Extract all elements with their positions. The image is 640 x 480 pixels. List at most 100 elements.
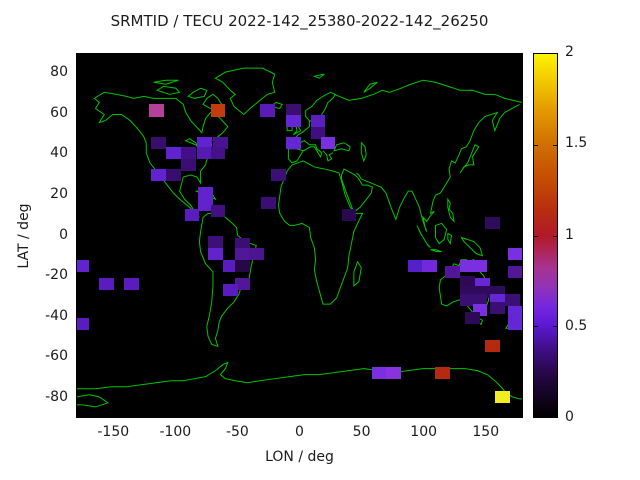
heatmap-cell xyxy=(465,312,480,325)
heatmap-cell xyxy=(484,217,500,230)
heatmap-cell xyxy=(77,318,90,331)
heatmap-cell xyxy=(408,259,424,272)
heatmap-cell xyxy=(460,293,476,307)
heatmap-cell xyxy=(504,293,520,307)
heatmap-cell xyxy=(123,277,139,290)
heatmap-cell xyxy=(148,104,164,117)
colorbar-tick-label: 2 xyxy=(565,44,574,60)
heatmap-cell xyxy=(285,114,301,127)
coastline-north-america xyxy=(94,92,228,217)
heatmap-cell xyxy=(310,126,326,139)
heatmap-cell xyxy=(261,197,276,210)
colorbar-tick-mark xyxy=(534,144,538,146)
heatmap-cell xyxy=(235,237,251,250)
y-tick-label: 60 xyxy=(50,104,68,121)
x-tick-label: 100 xyxy=(410,424,438,440)
y-tick-label: 80 xyxy=(50,64,68,81)
colorbar-tick-label: 0.5 xyxy=(565,317,588,334)
heatmap-cell xyxy=(212,136,228,149)
heatmap-cell xyxy=(508,318,522,331)
heatmap-cell xyxy=(210,146,226,159)
coastline-africa xyxy=(278,161,362,304)
heatmap-cell xyxy=(285,104,301,117)
heatmap-cell xyxy=(151,136,166,149)
heatmap-cell xyxy=(222,283,238,296)
heatmap-cell xyxy=(196,146,212,159)
colorbar-tick-mark xyxy=(553,326,557,328)
heatmap-cell xyxy=(310,114,326,127)
heatmap-cell xyxy=(271,168,286,182)
x-tick-label: 150 xyxy=(472,424,500,440)
heatmap-cell xyxy=(196,136,212,149)
heatmap-cell xyxy=(151,168,166,182)
heatmap-cell xyxy=(210,205,226,218)
coastline-southeast-asia xyxy=(417,199,483,255)
heatmap-cell xyxy=(77,259,90,272)
heatmap-cell xyxy=(445,265,461,278)
heatmap-cell xyxy=(99,277,115,290)
heatmap-cell xyxy=(508,306,522,319)
heatmap-cell xyxy=(222,259,238,272)
heatmap-cell xyxy=(208,235,223,248)
x-tick-label: -100 xyxy=(159,424,192,440)
heatmap-cell xyxy=(435,366,451,379)
heatmap-cell xyxy=(208,247,223,260)
heatmap-cell xyxy=(489,302,505,315)
y-axis-label: LAT / deg xyxy=(16,203,32,269)
colorbar-tick-label: 0 xyxy=(565,409,574,425)
heatmap-cell xyxy=(508,247,522,260)
coastline-south-america xyxy=(199,213,256,346)
heatmap-cell xyxy=(508,265,522,278)
heatmap-cell xyxy=(259,104,275,117)
heatmap-cell xyxy=(184,209,200,222)
map-plot-area xyxy=(76,53,523,418)
heatmap-cell xyxy=(320,136,336,149)
colorbar-tick-mark xyxy=(534,235,538,237)
y-tick-label: 0 xyxy=(59,226,68,243)
heatmap-cell xyxy=(198,199,213,212)
heatmap-cell xyxy=(494,390,510,403)
x-tick-label: 50 xyxy=(352,424,371,440)
heatmap-cell xyxy=(180,146,196,159)
heatmap-cell xyxy=(472,293,488,307)
colorbar-tick-label: 1.5 xyxy=(565,135,588,152)
coastline-greenland xyxy=(215,68,274,114)
colorbar-tick-mark xyxy=(534,326,538,328)
x-tick-label: -150 xyxy=(97,424,130,440)
heatmap-cell xyxy=(386,366,401,379)
colorbar-tick-label: 1 xyxy=(565,226,574,243)
x-tick-label: 0 xyxy=(295,424,304,440)
heatmap-cell xyxy=(180,158,196,171)
heatmap-cell xyxy=(421,259,437,272)
heatmap-cell xyxy=(235,277,251,290)
heatmap-cell xyxy=(235,247,251,260)
heatmap-cell xyxy=(285,136,301,149)
heatmap-cell xyxy=(210,104,226,117)
heatmap-cell xyxy=(198,187,213,200)
colorbar-tick-mark xyxy=(553,144,557,146)
y-tick-label: -80 xyxy=(45,388,68,405)
heatmap-cell xyxy=(166,146,181,159)
coastline-asia xyxy=(334,80,522,231)
colorbar-tick-mark xyxy=(553,235,557,237)
heatmap-cell xyxy=(341,209,357,222)
colorbar xyxy=(533,53,558,418)
heatmap-cell xyxy=(484,340,500,353)
heatmap-cell xyxy=(372,366,388,379)
heatmap-cell xyxy=(248,247,264,260)
x-axis-label: LON / deg xyxy=(265,449,334,465)
y-tick-label: 40 xyxy=(50,145,68,162)
y-tick-label: -60 xyxy=(45,348,68,365)
coastline-antarctica xyxy=(77,363,522,407)
y-tick-label: -40 xyxy=(45,307,68,324)
heatmap-cell xyxy=(166,168,181,182)
heatmap-cell xyxy=(235,259,251,272)
y-tick-label: 20 xyxy=(50,185,68,202)
heatmap-cells-layer xyxy=(77,54,522,417)
heatmap-cell xyxy=(472,259,488,272)
x-tick-label: -50 xyxy=(225,424,249,440)
chart-title: SRMTID / TECU 2022-142_25380-2022-142_26… xyxy=(110,12,489,30)
heatmap-cell xyxy=(460,275,476,288)
y-tick-label: -20 xyxy=(45,267,68,284)
